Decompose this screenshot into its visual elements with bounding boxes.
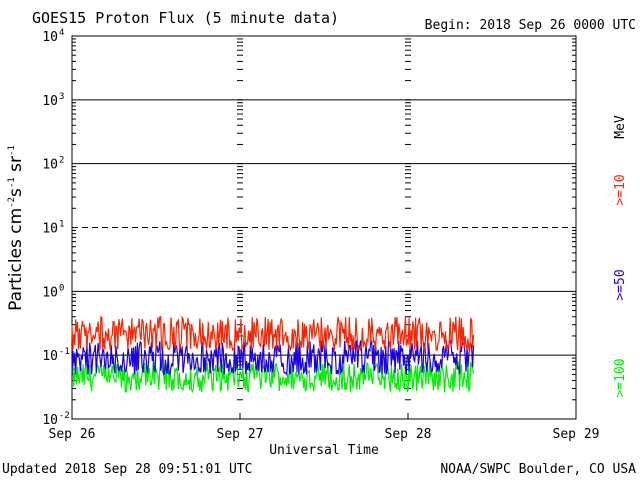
- x-tick-label-sep26: Sep 26: [49, 427, 96, 442]
- begin-label: Begin: 2018 Sep 26 0000 UTC: [425, 18, 636, 33]
- legend-entry-ge100: >=100: [613, 358, 628, 397]
- x-tick-label-sep27: Sep 27: [217, 427, 264, 442]
- y-tick-label: 10: [42, 285, 58, 300]
- day-tick-marks: [237, 38, 411, 420]
- y-tick-label: 10: [42, 349, 58, 364]
- y-tick-label: 10: [42, 222, 58, 237]
- y-tick-exponent: 4: [59, 28, 64, 38]
- y-tick-exponent: 2: [59, 156, 64, 166]
- y-tick-label: 10: [42, 30, 58, 45]
- series-layer: [71, 315, 475, 394]
- y-tick-exponent: -1: [59, 347, 70, 357]
- legend-entry-ge50: >=50: [613, 269, 628, 300]
- y-axis-label: Particles cm-2s-1 sr-1: [6, 145, 26, 311]
- legend-unit: MeV: [613, 115, 628, 139]
- y-tick-label: 10: [42, 158, 58, 173]
- series-line-ge100: [71, 360, 475, 394]
- y-tick-label: 10: [42, 413, 58, 428]
- series-line-ge10: [71, 315, 475, 352]
- chart-title: GOES15 Proton Flux (5 minute data): [32, 9, 339, 27]
- y-tick-label: 10: [42, 94, 58, 109]
- x-tick-label-sep29: Sep 29: [553, 427, 600, 442]
- y-tick-exponent: -2: [59, 411, 70, 421]
- legend-entry-ge10: >=10: [613, 174, 628, 205]
- x-tick-label-sep28: Sep 28: [385, 427, 432, 442]
- x-axis-label: Universal Time: [269, 443, 379, 458]
- y-tick-exponent: 0: [59, 283, 64, 293]
- y-tick-exponent: 1: [59, 220, 64, 230]
- source-credit: NOAA/SWPC Boulder, CO USA: [440, 462, 636, 477]
- series-line-ge50: [71, 339, 475, 377]
- y-tick-exponent: 3: [59, 92, 64, 102]
- updated-timestamp: Updated 2018 Sep 28 09:51:01 UTC: [2, 462, 252, 477]
